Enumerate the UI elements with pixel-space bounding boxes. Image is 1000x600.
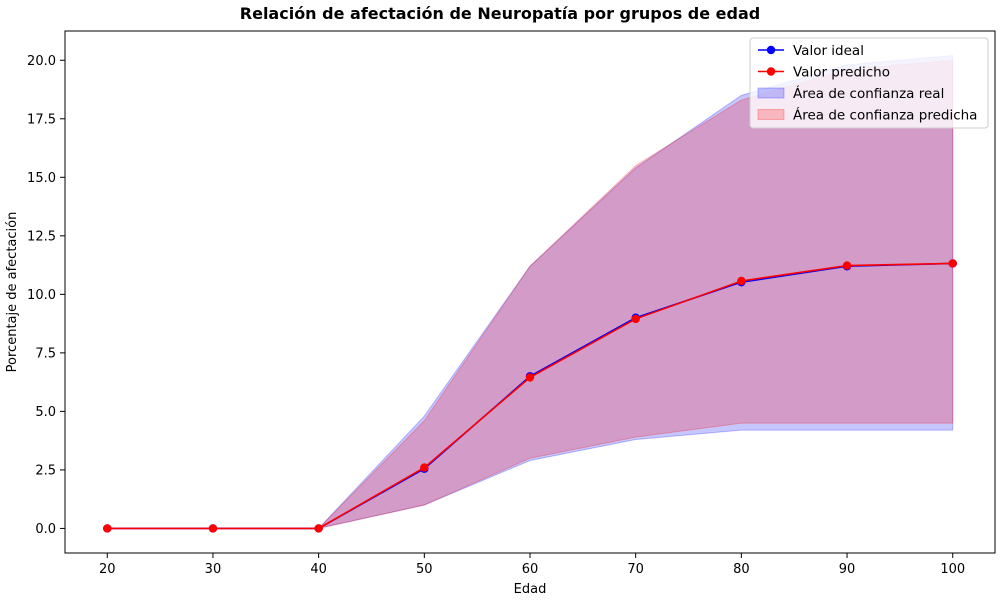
y-tick-label: 12.5	[27, 229, 56, 244]
chart-title: Relación de afectación de Neuropatía por…	[240, 4, 760, 23]
confidence-bands	[107, 55, 954, 529]
y-tick-label: 10.0	[27, 288, 56, 303]
x-tick-label: 40	[310, 562, 327, 577]
x-tick-label: 60	[522, 562, 539, 577]
axes: 20 30 40 50 60 70 80 90 100 0.0 2.5 5.0 7.5 10.0 12.5 1…	[27, 30, 996, 577]
legend-marker-2	[766, 67, 776, 76]
y-tick-label: 5.0	[35, 405, 56, 420]
series-2-point	[314, 524, 323, 533]
y-tick-label: 0.0	[35, 522, 56, 537]
series-2-point	[208, 524, 218, 533]
y-axis-title: Porcentaje de afectación	[5, 212, 20, 373]
legend-patch-2	[757, 109, 785, 120]
x-tick-label: 30	[205, 562, 222, 577]
legend-marker-1	[766, 45, 776, 55]
legend-label-2: Valor predicho	[793, 65, 890, 81]
y-tick-label: 20.0	[27, 54, 56, 69]
x-tick-label: 80	[733, 562, 750, 577]
legend-band-label-1: Área de confianza real	[793, 85, 944, 102]
y-tick-label: 15.0	[27, 171, 56, 186]
y-tick-label: 2.5	[35, 463, 56, 478]
y-tick-label: 17.5	[27, 112, 56, 127]
legend-patch-1	[757, 87, 785, 99]
series-2-point	[948, 259, 957, 268]
series-2-point	[842, 261, 852, 270]
series-2-point	[737, 276, 746, 286]
legend-band-label-2: Área de confianza predicha	[793, 107, 977, 124]
legend: Valor ideal Valor predicho Área de confian…	[749, 37, 989, 129]
legend-label-1: Valor ideal	[793, 43, 864, 59]
series-2-point	[631, 314, 640, 324]
series-2-point	[420, 463, 429, 472]
series-lines	[103, 259, 957, 533]
x-tick-label: 20	[99, 562, 116, 577]
series-2-point	[103, 524, 112, 533]
confidence-band-1	[107, 55, 954, 529]
x-tick-label: 50	[416, 562, 433, 577]
x-tick-label: 100	[940, 562, 965, 577]
legend-box	[749, 37, 989, 129]
x-tick-label: 70	[627, 562, 644, 577]
series-2-point	[525, 373, 535, 382]
confidence-band-2	[107, 59, 954, 529]
y-tick-label: 7.5	[35, 346, 56, 361]
x-axis-title: Edad	[514, 582, 547, 597]
x-tick-label: 90	[839, 562, 856, 577]
